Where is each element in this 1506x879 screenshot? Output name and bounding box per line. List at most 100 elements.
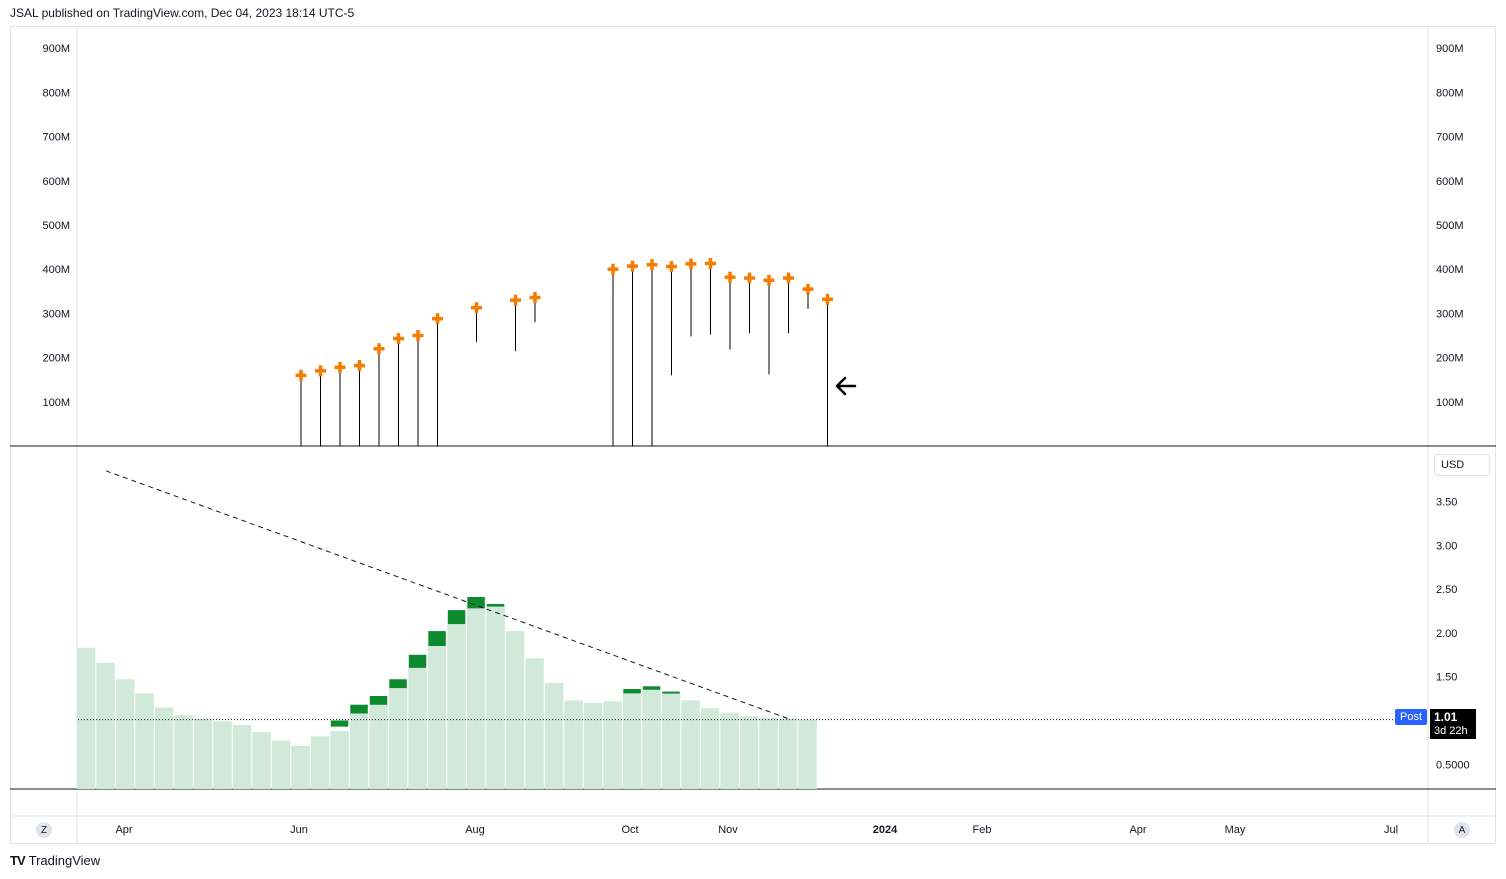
cross-marker-v: [416, 330, 420, 341]
cross-marker-v: [786, 272, 791, 284]
cross-marker: [373, 343, 385, 355]
y-tick-label: 800M: [42, 87, 70, 99]
bar: [603, 701, 622, 789]
bar-up-segment: [389, 679, 407, 689]
bar-up-segment: [369, 696, 388, 705]
arrow-left-icon: [835, 376, 857, 396]
cross-marker-v: [396, 333, 401, 345]
currency-selector[interactable]: USD: [1434, 454, 1490, 476]
y-tick-label: 500M: [42, 220, 70, 232]
cross-marker-v: [377, 343, 381, 355]
y-tick-label: 600M: [1436, 176, 1464, 188]
upper-pane-series: [295, 257, 833, 446]
y-tick-label: 900M: [42, 43, 70, 55]
cross-marker-v: [728, 271, 732, 283]
y-tick-label: 400M: [1436, 264, 1464, 276]
cross-marker: [763, 274, 775, 286]
upper-left-y-axis[interactable]: 900M 800M 700M 600M 500M 400M 300M 200M 100M: [42, 43, 70, 409]
bar: [759, 717, 778, 789]
bar: [213, 721, 232, 789]
cross-marker-v: [513, 294, 518, 306]
lower-pane-bars: [76, 597, 817, 789]
cross-marker: [724, 271, 736, 283]
cross-marker: [510, 294, 521, 306]
last-price-value: 1.01: [1434, 710, 1458, 724]
cross-marker-v: [357, 360, 362, 372]
cross-marker: [744, 272, 755, 284]
x-tick-label: Feb: [973, 824, 992, 836]
cross-marker: [646, 259, 658, 271]
cross-marker-v: [630, 260, 635, 272]
bar-up-segment: [447, 610, 466, 625]
cross-marker: [802, 283, 814, 295]
chart-frame: [10, 26, 1496, 844]
cross-marker: [666, 261, 677, 273]
x-tick-label: Apr: [1129, 824, 1146, 836]
bar: [720, 712, 739, 789]
bar: [271, 740, 291, 789]
cross-marker-v: [767, 274, 771, 286]
bar: [115, 679, 135, 789]
tradingview-logo[interactable]: TV TradingView: [10, 853, 100, 868]
auto-scale-button[interactable]: A: [1454, 822, 1470, 838]
lower-right-y-axis[interactable]: 3.50 3.00 2.50 2.00 1.50 0.5000: [1436, 497, 1470, 772]
y-tick-label: 2.50: [1436, 584, 1457, 596]
y-tick-label: 300M: [1436, 308, 1464, 320]
bar: [135, 693, 154, 789]
y-tick-label: 100M: [1436, 397, 1464, 409]
bar: [369, 704, 388, 789]
bar-up-segment: [350, 704, 368, 714]
bar: [739, 716, 759, 789]
bar-up-segment: [428, 631, 446, 646]
bar: [778, 718, 798, 789]
bar-up-segment: [408, 654, 427, 668]
time-axis[interactable]: Apr Jun Aug Oct Nov 2024 Feb Apr May Jul: [115, 824, 1398, 836]
bar: [798, 719, 817, 789]
y-tick-label: 100M: [42, 397, 70, 409]
bar: [525, 658, 544, 789]
cross-marker-v: [708, 257, 713, 269]
y-tick-label: 1.50: [1436, 672, 1457, 684]
y-tick-label: 200M: [42, 353, 70, 365]
bar: [466, 608, 486, 789]
x-tick-label: 2024: [873, 824, 898, 836]
cross-marker: [783, 272, 794, 284]
cross-marker-v: [611, 263, 615, 275]
y-tick-label: 0.5000: [1436, 759, 1470, 771]
bar: [96, 662, 115, 789]
y-tick-label: 300M: [42, 308, 70, 320]
y-tick-label: 3.00: [1436, 540, 1457, 552]
cross-marker: [627, 260, 638, 272]
y-tick-label: 800M: [1436, 87, 1464, 99]
bar-up-segment: [662, 691, 680, 694]
y-tick-label: 700M: [1436, 132, 1464, 144]
bar: [408, 667, 427, 789]
brand-name: TradingView: [28, 853, 101, 868]
bar: [583, 703, 603, 789]
bar: [486, 606, 505, 789]
cross-marker-v: [689, 258, 693, 270]
cross-marker-v: [650, 259, 654, 271]
x-tick-label: Jul: [1384, 824, 1398, 836]
zoom-button[interactable]: Z: [36, 822, 52, 838]
y-tick-label: 2.00: [1436, 628, 1457, 640]
cross-marker: [705, 257, 716, 269]
bar: [291, 745, 310, 789]
bar-up-segment: [330, 720, 349, 727]
cross-marker: [822, 293, 833, 305]
cross-marker: [432, 313, 443, 325]
cross-marker: [354, 360, 365, 372]
y-tick-label: 200M: [1436, 353, 1464, 365]
bar-up-segment: [486, 604, 505, 607]
cross-marker-v: [318, 365, 323, 377]
x-tick-label: Aug: [465, 824, 485, 836]
upper-right-y-axis[interactable]: 900M 800M 700M 600M 500M 400M 300M 200M 100M: [1436, 43, 1464, 409]
trendline: [105, 470, 789, 720]
y-tick-label: 3.50: [1436, 497, 1457, 509]
bar-up-segment: [623, 689, 641, 694]
bar: [544, 682, 564, 789]
bar: [310, 736, 330, 789]
x-tick-label: May: [1225, 824, 1246, 836]
cross-marker: [471, 302, 482, 314]
